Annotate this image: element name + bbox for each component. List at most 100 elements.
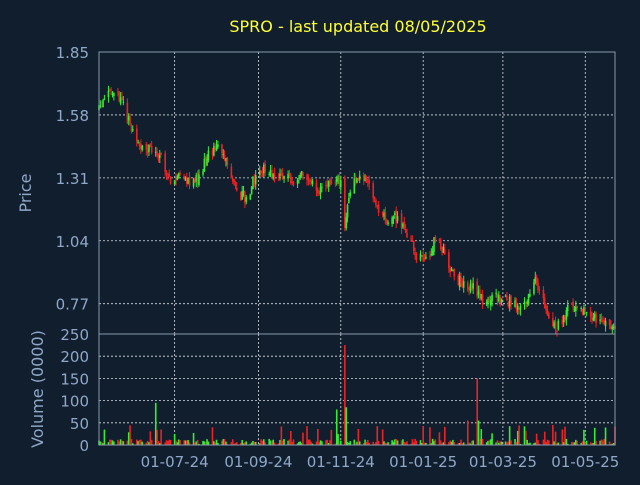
candle-body	[453, 268, 456, 277]
volume-bar	[242, 443, 245, 445]
candle-body	[510, 295, 512, 306]
volume-bar	[184, 440, 187, 445]
volume-bar	[589, 442, 592, 445]
volume-bar	[477, 420, 480, 445]
candle-body	[198, 174, 200, 186]
volume-bar	[576, 440, 578, 445]
candle-body	[499, 296, 501, 304]
candle-body	[168, 174, 171, 177]
volume-bar	[136, 439, 138, 445]
candle-body	[472, 283, 474, 289]
volume-bar	[439, 440, 442, 445]
volume-bar	[403, 441, 406, 445]
volume-bar	[277, 443, 280, 445]
volume-bar	[335, 409, 338, 445]
candle-body	[195, 174, 198, 182]
candle-body	[422, 254, 424, 262]
candle-body	[136, 128, 138, 142]
candle-body	[296, 180, 299, 184]
candle-body	[580, 308, 583, 310]
volume-bar	[533, 443, 535, 445]
candle-body	[100, 106, 103, 108]
volume-bar	[600, 439, 603, 445]
candle-body	[384, 212, 387, 220]
candle-body	[375, 200, 377, 206]
volume-bar	[99, 441, 102, 445]
volume-bar	[538, 443, 541, 445]
candle-body	[419, 253, 422, 261]
volume-bar	[338, 443, 341, 445]
volume-bar	[543, 431, 546, 445]
volume-bar	[476, 378, 479, 445]
volume-bar	[337, 434, 339, 445]
candle-body	[450, 268, 453, 271]
volume-bar	[537, 440, 539, 445]
volume-bar	[311, 443, 314, 445]
candle-body	[561, 319, 564, 324]
candle-body	[556, 330, 558, 332]
candle-body	[429, 256, 431, 258]
volume-bar	[487, 440, 489, 445]
volume-bar	[221, 440, 223, 445]
volume-bar	[376, 426, 379, 445]
candle-body	[118, 91, 121, 102]
volume-bar	[438, 432, 441, 445]
candle-body	[154, 151, 157, 153]
volume-bar	[148, 442, 150, 445]
volume-bar	[354, 443, 357, 445]
volume-bar	[580, 442, 583, 445]
volume-bar	[195, 441, 198, 445]
volume-bar	[583, 429, 585, 445]
volume-bar	[126, 440, 129, 445]
volume-bar	[154, 402, 157, 445]
volume-bar	[280, 426, 283, 445]
candle-body	[204, 156, 207, 165]
volume-bar	[491, 433, 493, 445]
candle-body	[396, 215, 399, 222]
volume-bar	[410, 443, 412, 445]
candle-body	[235, 187, 238, 191]
volume-bar	[272, 439, 275, 445]
candle-body	[576, 306, 578, 309]
candle-body	[565, 310, 568, 320]
candle-body	[581, 308, 584, 315]
candle-body	[589, 311, 592, 317]
candle-body	[508, 296, 511, 307]
candle-body	[476, 281, 479, 297]
candle-body	[535, 276, 538, 284]
candle-body	[288, 173, 291, 176]
candle-body	[291, 181, 293, 183]
candle-body	[546, 309, 549, 316]
candle-body	[406, 232, 408, 238]
volume-bar	[176, 442, 179, 445]
volume-bar	[553, 441, 556, 445]
volume-bar	[561, 429, 564, 445]
candle-body	[160, 153, 162, 156]
volume-bar	[317, 429, 319, 445]
candle-body	[487, 299, 489, 303]
volume-bar	[431, 438, 434, 445]
volume-bar	[402, 439, 404, 445]
volume-bar	[149, 431, 152, 445]
volume-bar	[146, 440, 149, 445]
volume-bar	[500, 441, 503, 445]
volume-bar	[325, 440, 327, 445]
candle-body	[542, 289, 545, 299]
candle-body	[242, 191, 245, 193]
volume-bar	[223, 439, 226, 445]
candle-body	[604, 320, 607, 327]
volume-bar	[198, 443, 200, 445]
candle-body	[156, 151, 158, 156]
volume-bar	[565, 438, 568, 445]
candle-body	[337, 176, 339, 179]
candle-body	[110, 92, 112, 95]
candle-body	[187, 177, 189, 184]
candle-body	[244, 192, 246, 203]
candle-body	[338, 175, 341, 187]
candle-body	[268, 173, 270, 175]
volume-bar	[457, 442, 460, 445]
candle-body	[221, 144, 223, 154]
candle-body	[458, 276, 461, 288]
volume-bar	[334, 443, 337, 445]
